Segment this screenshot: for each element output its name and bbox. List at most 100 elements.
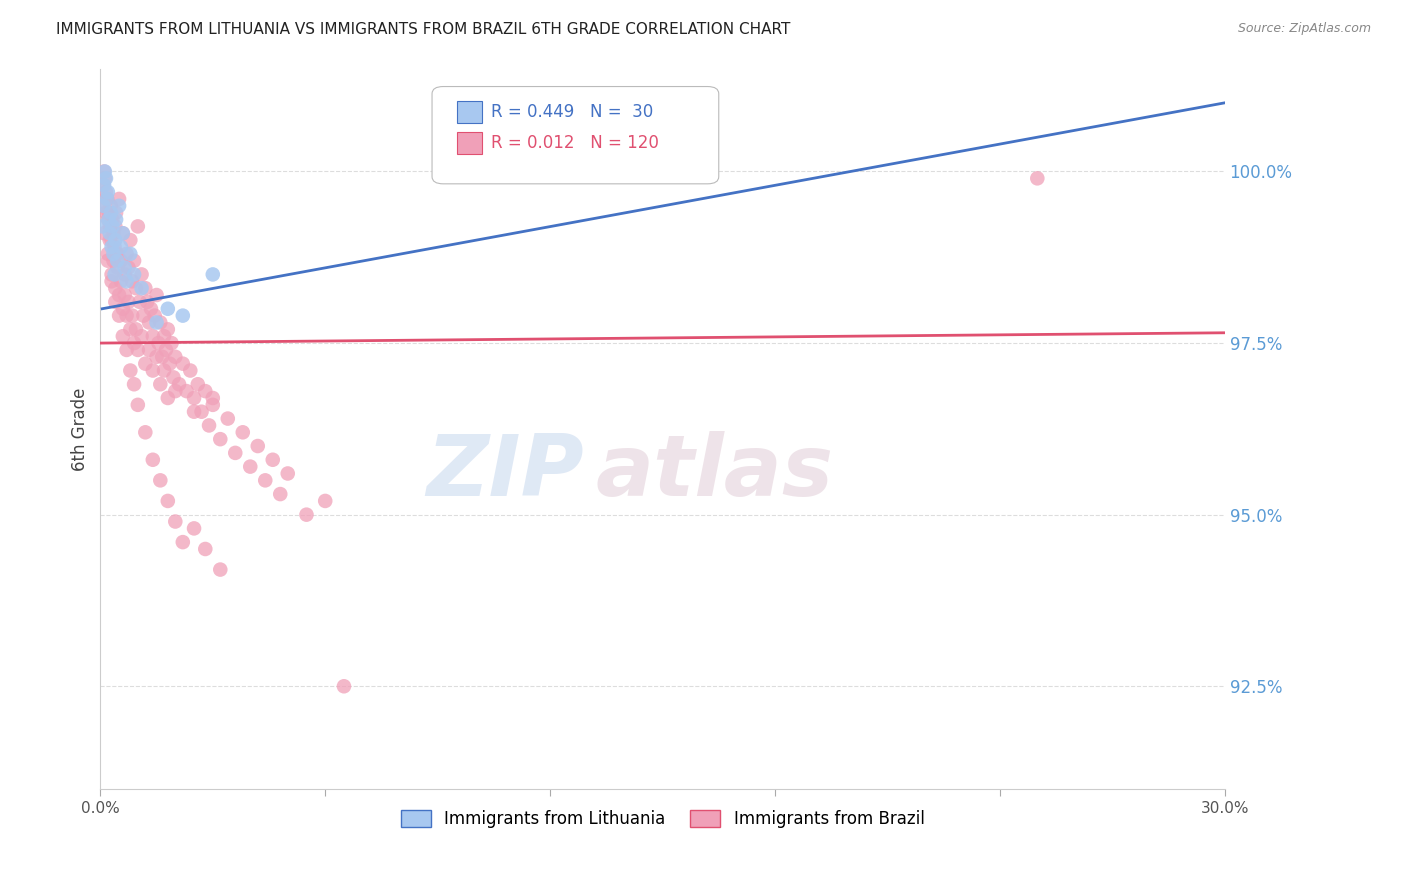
- Point: [142, 329, 165, 343]
- Point: [97, 212, 120, 227]
- Point: [93, 199, 115, 213]
- Point: [165, 515, 187, 529]
- Point: [114, 268, 136, 282]
- Point: [120, 322, 142, 336]
- Point: [149, 316, 172, 330]
- Point: [100, 240, 122, 254]
- Point: [269, 487, 291, 501]
- Point: [96, 192, 118, 206]
- Point: [108, 192, 131, 206]
- Point: [105, 247, 128, 261]
- Point: [104, 281, 127, 295]
- Point: [93, 178, 115, 193]
- Point: [103, 247, 125, 261]
- Text: Source: ZipAtlas.com: Source: ZipAtlas.com: [1237, 22, 1371, 36]
- Point: [115, 343, 138, 357]
- Point: [125, 322, 148, 336]
- Point: [94, 205, 117, 219]
- Point: [183, 521, 205, 535]
- Point: [148, 336, 170, 351]
- Point: [156, 322, 179, 336]
- Point: [98, 233, 121, 247]
- Point: [134, 357, 156, 371]
- Point: [110, 253, 132, 268]
- FancyBboxPatch shape: [432, 87, 718, 184]
- Point: [314, 494, 336, 508]
- Point: [176, 384, 198, 398]
- Point: [108, 288, 131, 302]
- Point: [277, 467, 299, 481]
- Point: [224, 446, 246, 460]
- Point: [122, 268, 145, 282]
- Point: [104, 294, 127, 309]
- Point: [100, 233, 122, 247]
- Point: [156, 494, 179, 508]
- Point: [121, 274, 143, 288]
- Point: [153, 329, 176, 343]
- Point: [143, 309, 166, 323]
- Point: [232, 425, 254, 440]
- Point: [209, 563, 232, 577]
- Point: [134, 281, 156, 295]
- Point: [120, 363, 142, 377]
- Text: atlas: atlas: [595, 431, 834, 514]
- Point: [120, 233, 142, 247]
- Point: [246, 439, 269, 453]
- Point: [132, 309, 155, 323]
- Y-axis label: 6th Grade: 6th Grade: [72, 387, 89, 471]
- Point: [155, 343, 177, 357]
- Point: [194, 541, 217, 556]
- Point: [114, 260, 136, 275]
- Point: [94, 171, 117, 186]
- Point: [127, 219, 149, 234]
- Point: [162, 370, 184, 384]
- Point: [111, 301, 134, 316]
- Point: [115, 274, 138, 288]
- Point: [97, 205, 120, 219]
- Point: [138, 343, 160, 357]
- Point: [136, 294, 159, 309]
- Point: [103, 226, 125, 240]
- Point: [94, 164, 117, 178]
- Point: [91, 219, 114, 234]
- Point: [111, 226, 134, 240]
- Point: [93, 178, 115, 193]
- Point: [101, 219, 124, 234]
- Point: [239, 459, 262, 474]
- Point: [94, 171, 117, 186]
- Point: [165, 384, 187, 398]
- Point: [100, 205, 122, 219]
- Point: [108, 309, 131, 323]
- Point: [101, 212, 124, 227]
- Point: [127, 398, 149, 412]
- Point: [172, 535, 194, 549]
- Point: [115, 309, 138, 323]
- Point: [117, 294, 139, 309]
- Point: [172, 357, 194, 371]
- Text: IMMIGRANTS FROM LITHUANIA VS IMMIGRANTS FROM BRAZIL 6TH GRADE CORRELATION CHART: IMMIGRANTS FROM LITHUANIA VS IMMIGRANTS …: [56, 22, 790, 37]
- Point: [198, 418, 221, 433]
- Point: [108, 199, 131, 213]
- Point: [121, 309, 143, 323]
- Point: [122, 377, 145, 392]
- Point: [209, 432, 232, 446]
- Point: [97, 185, 120, 199]
- Point: [122, 336, 145, 351]
- Point: [145, 288, 167, 302]
- Text: ZIP: ZIP: [426, 431, 583, 514]
- Point: [128, 294, 150, 309]
- Point: [201, 268, 224, 282]
- Point: [159, 357, 181, 371]
- Point: [103, 253, 125, 268]
- Point: [167, 377, 190, 392]
- Point: [142, 363, 165, 377]
- Point: [194, 384, 217, 398]
- Point: [110, 274, 132, 288]
- Point: [262, 452, 284, 467]
- Point: [98, 226, 121, 240]
- Point: [110, 240, 132, 254]
- Bar: [457, 132, 481, 153]
- Point: [122, 253, 145, 268]
- Point: [105, 260, 128, 275]
- Point: [1026, 171, 1049, 186]
